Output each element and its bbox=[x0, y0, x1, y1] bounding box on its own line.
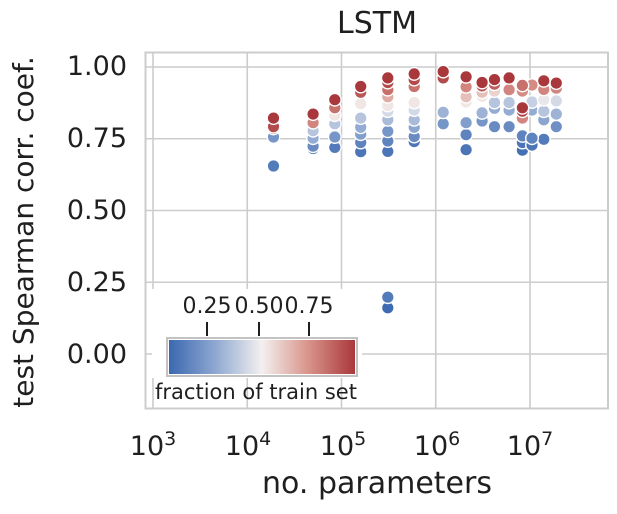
x-tick-1e6: 106 bbox=[413, 428, 461, 462]
colorbar-tick-0.50: 0.50 bbox=[234, 294, 284, 319]
data-point bbox=[306, 107, 321, 122]
data-point bbox=[380, 124, 395, 139]
y-tick-0.75: 0.75 bbox=[66, 123, 127, 154]
data-point bbox=[487, 119, 502, 134]
data-point bbox=[380, 290, 395, 305]
scatter-points bbox=[266, 64, 564, 315]
x-tick-1e4: 104 bbox=[224, 428, 272, 462]
data-point bbox=[549, 119, 564, 134]
data-point bbox=[502, 70, 517, 85]
colorbar-tick-0.75: 0.75 bbox=[284, 294, 334, 319]
colorbar-tick-mark bbox=[258, 322, 260, 336]
data-point bbox=[525, 131, 540, 146]
data-point bbox=[459, 69, 474, 84]
data-point bbox=[487, 95, 502, 110]
data-point bbox=[436, 105, 451, 120]
data-point bbox=[266, 158, 281, 173]
data-point bbox=[536, 132, 551, 147]
data-point bbox=[475, 75, 490, 90]
x-tick-1e5: 105 bbox=[319, 428, 367, 462]
data-point bbox=[459, 142, 474, 157]
colorbar-tick-0.25: 0.25 bbox=[182, 294, 232, 319]
x-tick-1e3: 103 bbox=[129, 428, 177, 462]
data-point bbox=[487, 72, 502, 87]
data-point bbox=[407, 95, 422, 110]
data-point bbox=[475, 105, 490, 120]
colorbar-label: fraction of train set bbox=[155, 380, 357, 404]
data-point bbox=[327, 92, 342, 107]
data-point bbox=[407, 66, 422, 81]
colorbar-gradient bbox=[169, 340, 355, 374]
colorbar-tick-mark bbox=[308, 322, 310, 336]
data-point bbox=[380, 70, 395, 85]
chart-title: LSTM bbox=[337, 6, 417, 41]
data-point bbox=[515, 100, 530, 115]
data-point bbox=[536, 104, 551, 119]
data-point bbox=[353, 111, 368, 126]
x-axis-label: no. parameters bbox=[262, 466, 492, 501]
data-point bbox=[353, 79, 368, 94]
data-point bbox=[549, 107, 564, 122]
data-point bbox=[549, 93, 564, 108]
colorbar bbox=[166, 337, 358, 377]
y-tick-1.00: 1.00 bbox=[66, 51, 127, 82]
plot-border bbox=[144, 51, 609, 410]
data-point bbox=[436, 116, 451, 131]
data-point bbox=[459, 127, 474, 142]
data-point bbox=[502, 119, 517, 134]
data-point bbox=[327, 129, 342, 144]
data-point bbox=[549, 76, 564, 91]
y-tick-0.00: 0.00 bbox=[66, 339, 127, 370]
data-point bbox=[436, 64, 451, 79]
data-point bbox=[459, 115, 474, 130]
colorbar-tick-mark bbox=[206, 322, 208, 336]
data-point bbox=[266, 111, 281, 126]
x-tick-1e7: 107 bbox=[506, 428, 554, 462]
y-tick-0.25: 0.25 bbox=[66, 267, 127, 298]
data-point bbox=[502, 82, 517, 97]
data-point bbox=[536, 73, 551, 88]
data-point bbox=[502, 95, 517, 110]
y-tick-0.50: 0.50 bbox=[66, 195, 127, 226]
data-point bbox=[515, 78, 530, 93]
